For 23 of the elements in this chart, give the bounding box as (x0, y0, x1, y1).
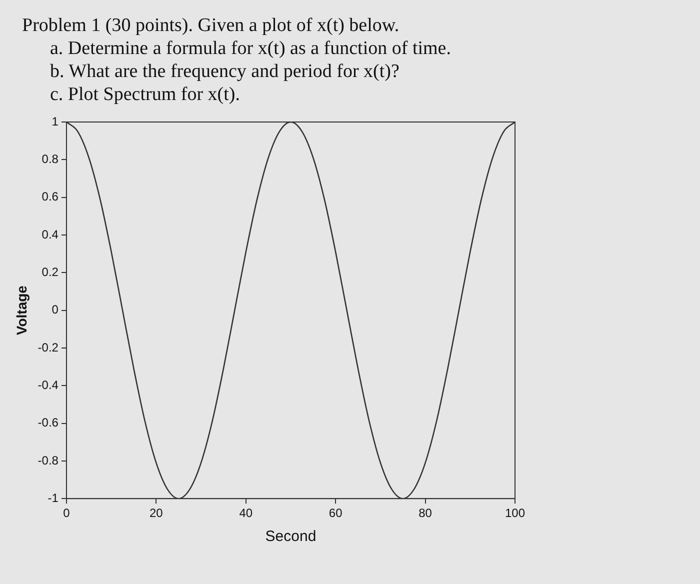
y-tick-label: 0 (52, 302, 59, 317)
x-tick-label: 20 (150, 506, 164, 520)
y-tick-label: 1 (52, 114, 59, 128)
y-tick-label: -0.4 (38, 378, 59, 392)
x-tick-label: 80 (418, 506, 432, 520)
chart-title: Problem 1 (30 points). Given a plot of x(t) below. (22, 14, 400, 37)
y-axis-title: Voltage (13, 285, 30, 336)
x-tick-label: 60 (328, 506, 343, 520)
x-tick-label: 100 (504, 506, 526, 520)
y-tick-label: -1 (48, 490, 59, 505)
y-tick-label: 0.6 (42, 190, 59, 204)
y-tick-label: -0.6 (38, 416, 59, 430)
text: c. Plot Spectrum for x(t). (49, 83, 241, 106)
y-tick-label: 0.8 (42, 152, 59, 166)
x-tick-label: 40 (239, 506, 253, 520)
text: b. What are the frequency and period for x(t)? (49, 60, 400, 83)
y-tick-label: 0.2 (42, 264, 59, 279)
x-tick-label: 0 (63, 506, 70, 520)
y-tick-label: 0.4 (42, 227, 59, 242)
y-tick-label: -0.8 (38, 453, 59, 468)
y-tick-label: -0.2 (38, 340, 59, 354)
x-axis-title: Second (265, 528, 316, 546)
text: a. Determine a formula for x(t) as a function of time. (49, 37, 452, 60)
